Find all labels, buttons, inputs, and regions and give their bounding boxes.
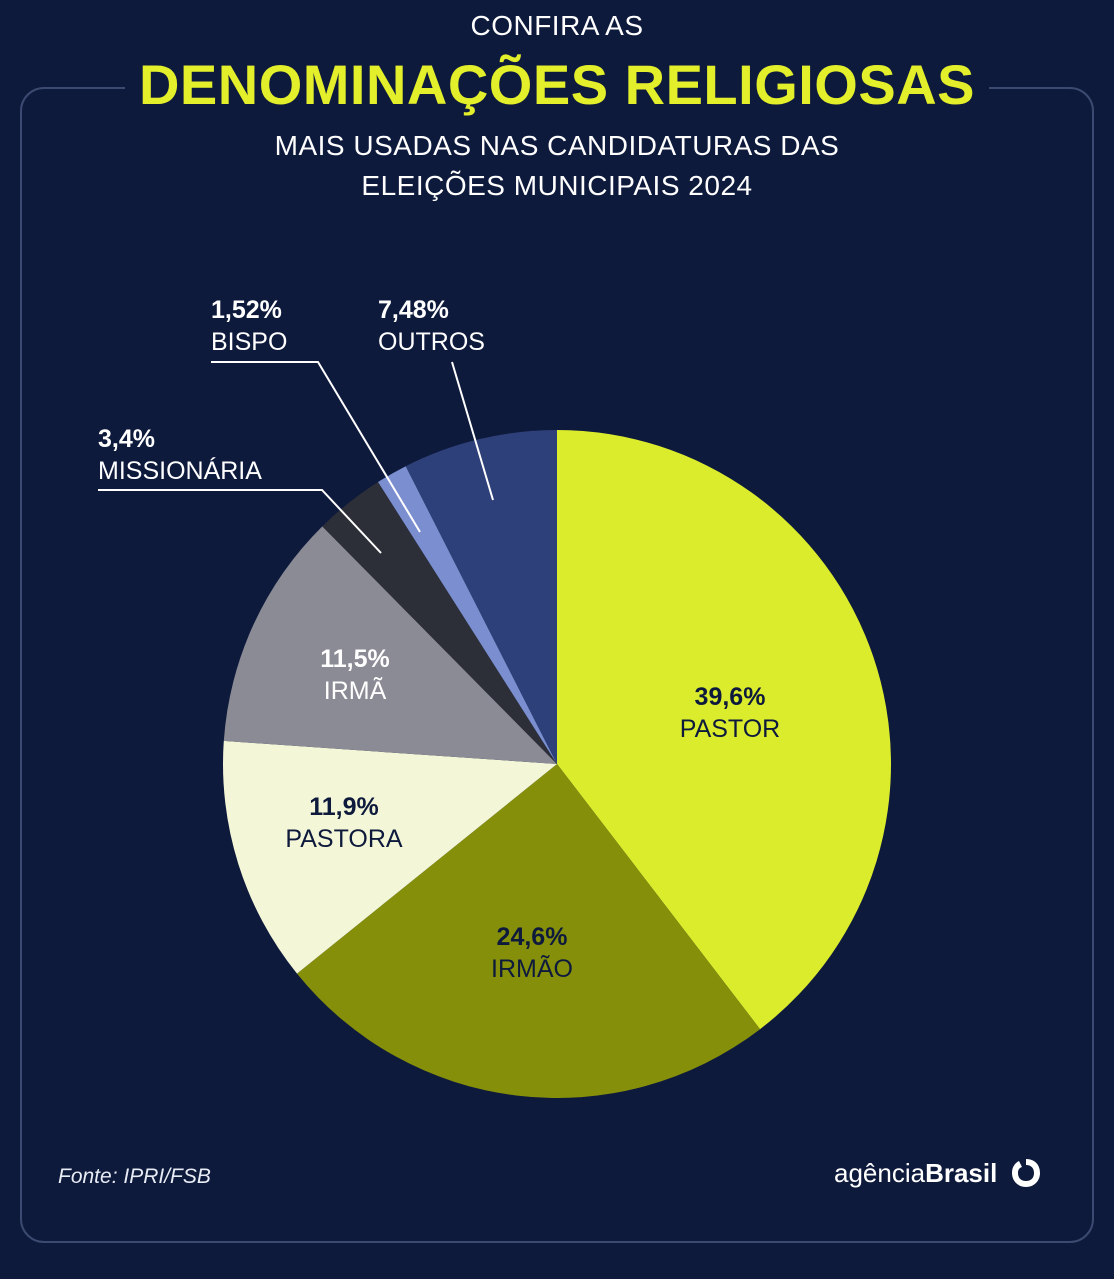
subtitle-line-1: MAIS USADAS NAS CANDIDATURAS DAS bbox=[274, 130, 840, 161]
brand-light-text: agência bbox=[834, 1158, 926, 1188]
pie-slice-pastora bbox=[222, 740, 557, 974]
data-label-name-irma: IRMÃ bbox=[324, 676, 387, 705]
leader-line-missionaria bbox=[98, 489, 382, 554]
brand-logo: agênciaBrasil bbox=[834, 1158, 1043, 1190]
data-label-value-pastor: 39,6% bbox=[695, 683, 766, 711]
data-label-name-outros: OUTROS bbox=[378, 328, 485, 356]
data-label-name-missionaria: MISSIONÁRIA bbox=[98, 456, 262, 485]
brasil-logo-icon bbox=[1011, 1159, 1040, 1188]
data-label-value-missionaria: 3,4% bbox=[98, 425, 155, 453]
pie-slice-outros bbox=[405, 430, 557, 764]
data-label-value-irma: 11,5% bbox=[320, 645, 390, 673]
pie-slice-bispo bbox=[378, 466, 557, 764]
data-label-name-irmao: IRMÃO bbox=[491, 954, 573, 983]
pie-slice-pastor bbox=[557, 430, 891, 1030]
pie-slice-irma bbox=[223, 526, 557, 764]
subtitle-line-2: ELEIÇÕES MUNICIPAIS 2024 bbox=[361, 170, 753, 201]
data-label-value-irmao: 24,6% bbox=[497, 923, 568, 951]
leader-line-outros bbox=[451, 361, 494, 501]
data-label-value-pastora: 11,9% bbox=[309, 793, 379, 821]
leader-line-bispo bbox=[211, 361, 421, 533]
data-label-value-outros: 7,48% bbox=[378, 296, 449, 324]
brand-bold-text: Brasil bbox=[925, 1158, 998, 1188]
data-label-name-pastor: PASTOR bbox=[680, 715, 781, 743]
frame-gap bbox=[125, 70, 989, 110]
kicker: CONFIRA AS bbox=[470, 10, 644, 41]
data-label-value-bispo: 1,52% bbox=[211, 296, 282, 324]
data-label-name-bispo: BISPO bbox=[211, 328, 287, 356]
source-note: Fonte: IPRI/FSB bbox=[58, 1165, 211, 1188]
pie-slice-irmao bbox=[296, 764, 761, 1098]
page-title: DENOMINAÇÕES RELIGIOSAS bbox=[138, 53, 976, 116]
data-label-name-pastora: PASTORA bbox=[285, 825, 402, 853]
